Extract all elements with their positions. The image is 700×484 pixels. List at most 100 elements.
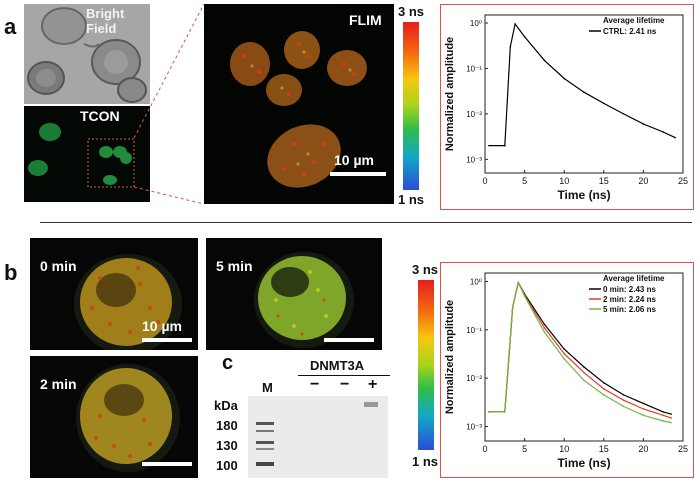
y-tick-label: 10⁻¹ — [466, 64, 482, 73]
bright-field-label: Bright Field — [86, 6, 125, 36]
x-tick-label: 25 — [678, 444, 688, 454]
colorbar-a-bottom-label: 1 ns — [398, 192, 425, 207]
chart-b-frame: 0 5 10 15 20 25 10⁰ 10⁻¹ 10⁻² 10⁻³ Time (ns) Normal… — [440, 262, 694, 478]
x-tick-label: 0 — [482, 176, 487, 186]
data-point — [662, 131, 664, 133]
data-point — [674, 136, 676, 139]
time-label-2min: 2 min — [40, 376, 77, 392]
tcon-image: TCON — [24, 106, 150, 202]
data-point — [622, 113, 625, 115]
bright-field-image: Bright Field — [24, 4, 150, 104]
data-point — [509, 45, 512, 48]
scale-bar-2min — [142, 462, 192, 466]
cell-0min-art — [30, 238, 198, 350]
x-tick-label: 15 — [599, 444, 609, 454]
data-point — [603, 388, 605, 390]
gel-header: DNMT3A — [310, 358, 365, 373]
data-point — [563, 352, 565, 355]
data-point — [670, 413, 672, 415]
panel-letter-b: b — [4, 260, 18, 285]
bright-field-cells — [24, 4, 150, 104]
y-tick-label: 10⁰ — [470, 278, 482, 287]
data-point — [583, 366, 585, 368]
data-point — [662, 414, 664, 417]
data-point — [504, 411, 506, 413]
legend-entry: 0 min: 2.43 ns — [603, 285, 656, 294]
y-tick-label: 10⁻³ — [466, 422, 482, 431]
y-tick-label: 10⁻³ — [466, 155, 482, 164]
data-point — [488, 144, 490, 147]
gel-lane-marker: M — [262, 380, 273, 395]
x-tick-label: 10 — [559, 444, 569, 454]
cell-image-5min: 5 min — [206, 238, 382, 350]
time-label-0min: 0 min — [40, 258, 77, 274]
gel-sign-1: − — [310, 376, 320, 393]
colorbar-a — [403, 22, 419, 190]
data-point — [662, 420, 664, 422]
gel-image — [248, 396, 388, 478]
data-point — [511, 305, 514, 308]
data-point — [523, 35, 526, 38]
cell-image-2min: 2 min — [30, 356, 198, 478]
y-tick-label: 10⁻² — [466, 110, 482, 119]
x-tick-label: 5 — [522, 176, 527, 186]
data-point — [622, 399, 625, 401]
data-point — [642, 414, 645, 417]
zoom-lines — [133, 3, 205, 205]
x-axis-label: Time (ns) — [557, 456, 610, 470]
tcon-nuclei — [24, 106, 150, 202]
legend-entry: CTRL: 2.41 ns — [603, 27, 657, 36]
data-point — [603, 382, 605, 384]
legend-title: Average lifetime — [603, 274, 665, 283]
y-axis-label: Normalized amplitude — [444, 37, 456, 151]
data-point — [543, 327, 546, 329]
y-tick-label: 10⁻² — [466, 374, 482, 383]
x-tick-label: 15 — [599, 176, 609, 186]
time-label-5min: 5 min — [216, 258, 253, 274]
plot-area — [484, 272, 684, 442]
flim-image: FLIM 10 µm — [204, 4, 394, 204]
data-point — [488, 411, 490, 413]
flim-scale-bar — [330, 172, 386, 176]
cell-2min-art — [30, 356, 198, 478]
scale-label-0min: 10 µm — [142, 318, 182, 334]
gel-sign-3: + — [368, 376, 378, 393]
gel-sign-2: − — [340, 376, 350, 393]
data-point — [583, 379, 585, 382]
gel-marker-130: 130 — [216, 438, 238, 453]
data-point — [642, 123, 645, 125]
data-point — [662, 411, 664, 413]
data-point — [642, 408, 645, 410]
flim-scale-label: 10 µm — [334, 152, 374, 168]
data-point — [523, 295, 526, 297]
decay-chart-a: 0 5 10 15 20 25 10⁰ 10⁻¹ 10⁻² 10⁻³ Time (ns) Normal… — [444, 14, 688, 202]
gel-header-line — [298, 375, 390, 376]
y-tick-label: 10⁻¹ — [466, 326, 482, 335]
x-tick-label: 5 — [522, 444, 527, 454]
data-point — [563, 358, 565, 360]
data-point — [622, 394, 625, 396]
x-tick-label: 20 — [638, 176, 648, 186]
legend-title: Average lifetime — [603, 16, 665, 25]
x-tick-label: 0 — [482, 444, 487, 454]
data-point — [543, 331, 546, 333]
data-point — [543, 323, 546, 326]
colorbar-b-top-label: 3 ns — [412, 262, 439, 277]
legend-entry: 2 min: 2.24 ns — [603, 295, 656, 304]
gel-marker-180: 180 — [216, 418, 238, 433]
scale-bar-0min — [142, 338, 192, 342]
gel-bands — [248, 396, 388, 478]
cell-5min-art — [206, 238, 382, 350]
panel-letter-a: a — [4, 14, 17, 39]
panel-letter-c: c — [222, 352, 234, 374]
y-axis-label: Normalized amplitude — [444, 300, 456, 414]
gel-unit: kDa — [214, 398, 238, 413]
data-point — [583, 371, 585, 374]
x-tick-label: 25 — [678, 176, 688, 186]
data-point — [670, 417, 672, 419]
data-point — [603, 102, 605, 105]
data-point — [642, 402, 645, 405]
flim-label: FLIM — [349, 12, 382, 28]
chart-a-frame: 0 5 10 15 20 25 10⁰ 10⁻¹ 10⁻² 10⁻³ Time (ns) Normal… — [440, 4, 694, 210]
plot-area — [484, 14, 684, 174]
